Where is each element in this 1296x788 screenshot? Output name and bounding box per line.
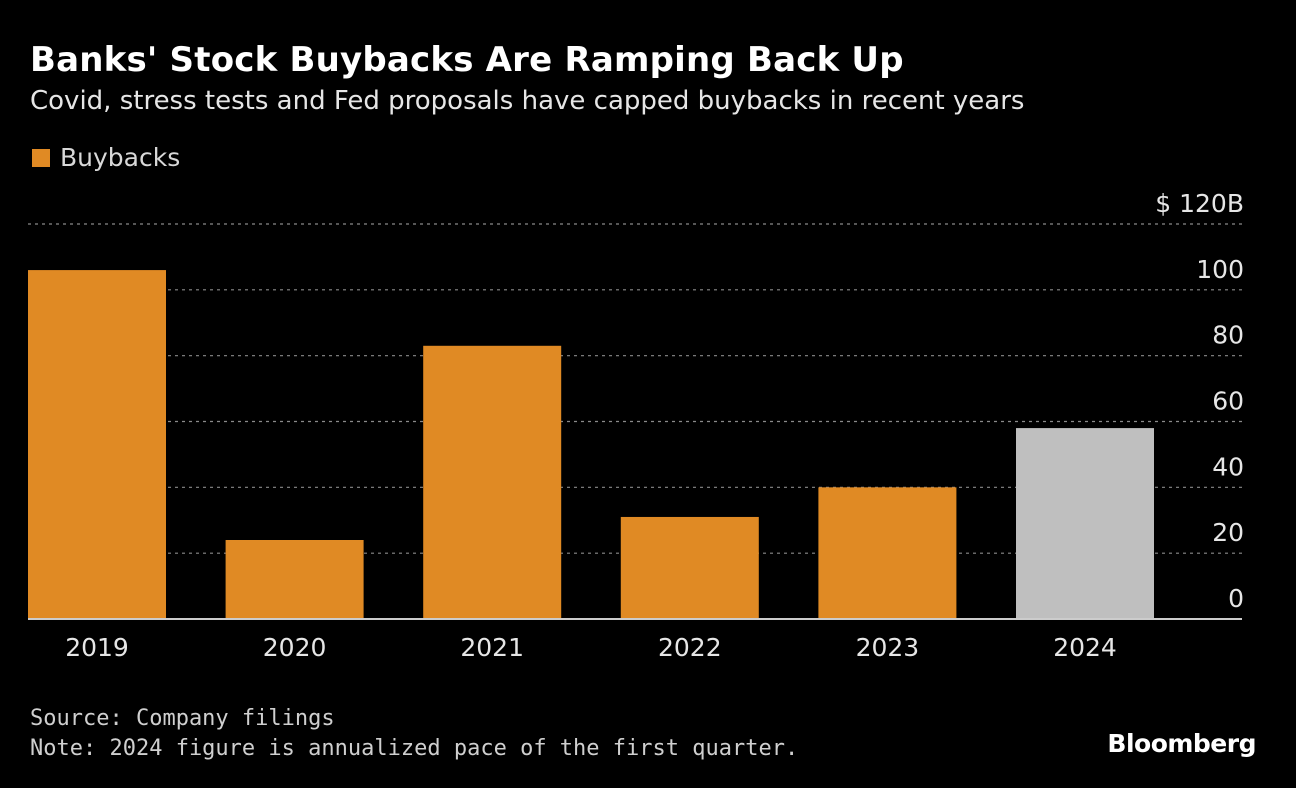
- y-tick-label-0: 0: [1228, 584, 1244, 613]
- bar-2023: [818, 487, 957, 619]
- bar-2022: [620, 516, 759, 619]
- y-tick-label-40: 40: [1212, 452, 1244, 481]
- footnote: Note: 2024 figure is annualized pace of …: [30, 736, 799, 761]
- source-note: Source: Company filings: [30, 706, 335, 731]
- bars: [28, 270, 1154, 619]
- x-tick-label-2024: 2024: [1053, 633, 1117, 662]
- chart-title: Banks' Stock Buybacks Are Ramping Back U…: [30, 40, 904, 80]
- bar-2024: [1016, 428, 1154, 619]
- axes: 0 20 40 60 80 100 $ 120B 2019 2020 2021 2022 2023 20…: [28, 189, 1244, 662]
- y-tick-label-60: 60: [1212, 387, 1244, 416]
- legend: Buybacks: [32, 143, 180, 172]
- legend-label: Buybacks: [60, 143, 181, 172]
- x-tick-label-2021: 2021: [460, 633, 524, 662]
- y-tick-label-20: 20: [1212, 518, 1244, 547]
- y-tick-label-120: $ 120B: [1155, 189, 1244, 218]
- legend-swatch: [32, 148, 50, 167]
- bar-2021: [423, 345, 562, 619]
- chart-subtitle: Covid, stress tests and Fed proposals ha…: [30, 86, 1025, 116]
- x-tick-label-2023: 2023: [856, 633, 920, 662]
- bar-2019: [28, 270, 166, 619]
- bloomberg-logo: Bloomberg: [1107, 729, 1256, 758]
- y-tick-label-100: 100: [1196, 255, 1244, 284]
- x-tick-label-2020: 2020: [263, 633, 327, 662]
- bar-chart: 0 20 40 60 80 100 $ 120B 2019 2020 2021 2022 2023 20…: [28, 189, 1244, 662]
- x-tick-label-2022: 2022: [658, 633, 722, 662]
- y-tick-label-80: 80: [1212, 321, 1244, 350]
- bar-2020: [225, 540, 364, 619]
- x-tick-label-2019: 2019: [65, 633, 129, 662]
